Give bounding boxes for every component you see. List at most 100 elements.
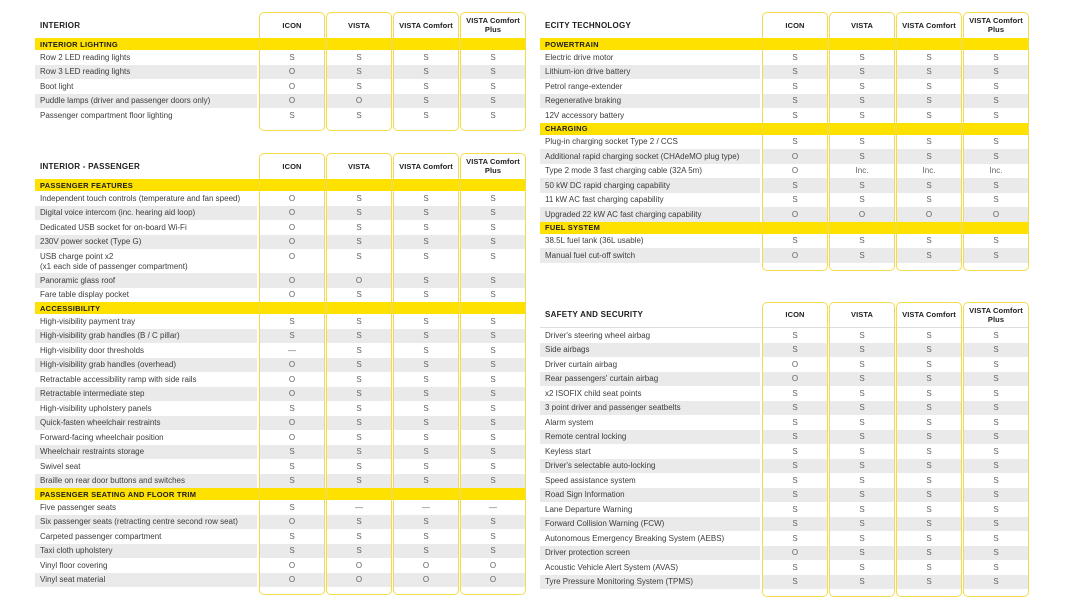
trim-value-cell: S — [260, 473, 324, 488]
trim-value-cell: S — [423, 81, 429, 91]
trim-value-cell: S — [461, 328, 525, 343]
trim-value-cell: S — [461, 93, 525, 108]
feature-row: Lithium-ion drive battery S S S S — [540, 64, 1028, 79]
trim-value-cell: S — [830, 400, 894, 415]
trim-value-cell: S — [993, 110, 999, 120]
trim-value-cell: S — [964, 342, 1028, 357]
trim-value-cell: S — [926, 110, 932, 120]
feature-label: Upgraded 22 kW AC fast charging capabili… — [540, 207, 760, 222]
trim-value-cell: S — [327, 514, 391, 529]
feature-row: Retractable accessibility ramp with side… — [35, 372, 525, 387]
trim-value-cell: S — [830, 178, 894, 193]
trim-value-cell: S — [490, 345, 496, 355]
trim-value-cell: S — [859, 52, 865, 62]
feature-label: Quick-fasten wheelchair restraints — [35, 415, 257, 430]
trim-value-cell: S — [964, 400, 1028, 415]
trim-value-cell: S — [356, 531, 362, 541]
trim-value-cell: O — [260, 415, 324, 430]
feature-row: Boot light O S S S — [35, 79, 525, 94]
trim-value-cell: S — [926, 137, 932, 146]
trim-value-cell: S — [964, 574, 1028, 589]
trim-value-cell: S — [792, 195, 798, 204]
trim-value-cell: S — [356, 432, 362, 442]
trim-value-cell: S — [926, 195, 932, 204]
trim-value-cell: S — [327, 234, 391, 249]
trim-value-cell: S — [897, 248, 961, 263]
trim-value-cell: S — [394, 234, 458, 249]
trim-value-cell: S — [964, 545, 1028, 560]
column-header-vista-comfort: VISTA Comfort — [902, 310, 956, 319]
feature-row: Forward-facing wheelchair position O S S S — [35, 430, 525, 445]
trim-value-cell: S — [327, 205, 391, 220]
trim-value-cell: S — [461, 543, 525, 558]
trim-value-cell: S — [423, 345, 429, 355]
trim-value-cell: S — [394, 514, 458, 529]
trim-value-cell: S — [260, 444, 324, 459]
trim-value-cell: S — [993, 417, 999, 427]
trim-value-cell: S — [993, 137, 999, 146]
trim-value-cell: S — [897, 149, 961, 164]
feature-row: Puddle lamps (driver and passenger doors… — [35, 93, 525, 108]
feature-row: Retractable intermediate step O S S S — [35, 386, 525, 401]
trim-value-cell: S — [490, 316, 496, 326]
trim-value-cell: S — [423, 403, 429, 413]
trim-value-cell: S — [993, 81, 999, 91]
feature-label: Tyre Pressure Monitoring System (TPMS) — [540, 574, 760, 589]
feature-row: Panoramic glass roof O O S S — [35, 273, 525, 288]
feature-label: USB charge point x2 (x1 each side of pas… — [40, 251, 188, 271]
feature-label: Speed assistance system — [545, 475, 636, 485]
feature-label: Puddle lamps (driver and passenger doors… — [35, 93, 257, 108]
trim-value-cell: S — [461, 273, 525, 288]
trim-value-cell: S — [763, 342, 827, 357]
feature-row: Fare table display pocket O S S S — [35, 288, 525, 303]
trim-value-cell: O — [461, 572, 525, 587]
feature-row: Vinyl floor covering O O O O — [35, 558, 525, 573]
table-header-row: INTERIOR - PASSENGER ICON VISTA VISTA Comfo… — [35, 153, 525, 179]
feature-row: Row 2 LED reading lights S S S S — [35, 50, 525, 65]
trim-value-cell: S — [792, 475, 798, 485]
trim-value-cell: S — [490, 374, 496, 384]
feature-row: Six passenger seats (retracting centre s… — [35, 514, 525, 529]
trim-value-cell: S — [423, 432, 429, 442]
table-body: PASSENGER FEATURES Independent touch cont… — [35, 179, 525, 595]
trim-value-cell: S — [964, 429, 1028, 444]
trim-value-cell: O — [260, 386, 324, 401]
trim-value-cell: S — [830, 574, 894, 589]
feature-row: Passenger compartment floor lighting S S S S — [35, 108, 525, 123]
spec-table-interior-passenger: INTERIOR - PASSENGER ICON VISTA VISTA Comfo… — [35, 153, 526, 595]
feature-row: Lane Departure Warning S S S S — [540, 502, 1028, 517]
feature-row: Taxi cloth upholstery S S S S — [35, 543, 525, 558]
section-header-bar: POWERTRAIN — [540, 38, 1028, 50]
feature-label: Taxi cloth upholstery — [35, 543, 257, 558]
trim-value-cell: O — [830, 207, 894, 222]
trim-value-cell: S — [356, 290, 362, 299]
trim-value-cell: S — [859, 475, 865, 485]
trim-value-cell: S — [859, 417, 865, 427]
trim-value-cell: S — [763, 574, 827, 589]
feature-row: Rear passengers' curtain airbag O S S S — [540, 371, 1028, 386]
section-header-bar: PASSENGER SEATING AND FLOOR TRIM — [35, 488, 525, 500]
feature-label: Road Sign Information — [540, 487, 760, 502]
trim-value-cell: S — [461, 473, 525, 488]
section-header-bar: FUEL SYSTEM — [540, 221, 1028, 234]
trim-value-cell: S — [461, 415, 525, 430]
trim-value-cell: S — [461, 514, 525, 529]
feature-label: Vinyl floor covering — [40, 560, 108, 570]
feature-label: 230V power socket (Type G) — [35, 234, 257, 249]
feature-label: High-visibility payment tray — [40, 316, 136, 326]
trim-value-cell: S — [926, 52, 932, 62]
table-header-row: ECITY TECHNOLOGY ICON VISTA VISTA Comfort VI… — [540, 12, 1028, 38]
trim-value-cell: S — [356, 52, 362, 62]
trim-value-cell: S — [830, 248, 894, 263]
feature-row: Autonomous Emergency Breaking System (AE… — [540, 531, 1028, 546]
trim-value-cell: S — [859, 388, 865, 398]
feature-row: Speed assistance system S S S S — [540, 473, 1028, 488]
trim-value-cell: S — [356, 193, 362, 203]
feature-label: Wheelchair restraints storage — [35, 444, 257, 459]
feature-row: Row 3 LED reading lights O S S S — [35, 64, 525, 79]
trim-value-cell: O — [260, 205, 324, 220]
feature-row: Plug-in charging socket Type 2 / CCS S S S S — [540, 135, 1028, 150]
trim-value-cell: S — [859, 236, 865, 245]
trim-value-cell: S — [490, 251, 496, 261]
trim-value-cell: O — [964, 207, 1028, 222]
